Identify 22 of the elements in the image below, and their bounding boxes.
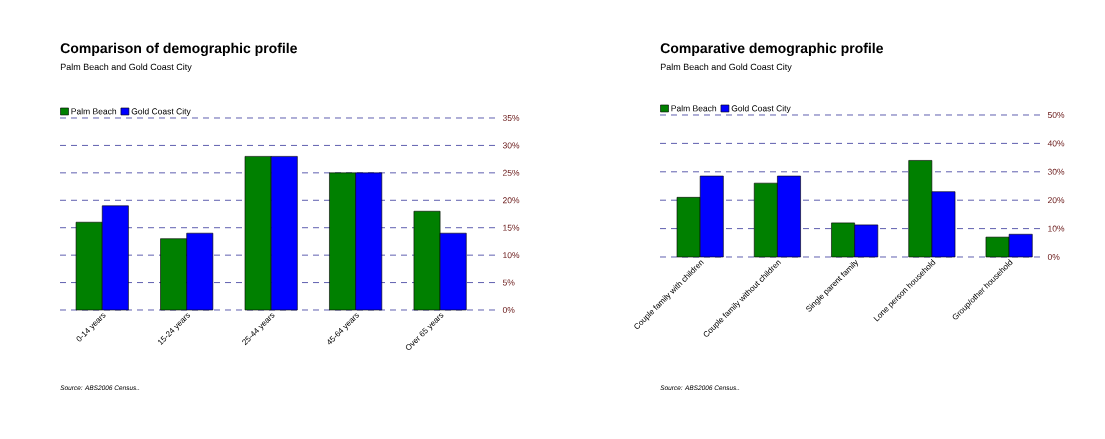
- legend-label: Gold Coast City: [131, 108, 191, 117]
- legend-label: Gold Coast City: [731, 105, 791, 114]
- y-tick-label: 20%: [502, 197, 520, 204]
- y-tick-label: 0%: [1047, 254, 1060, 260]
- y-tick-label: 25%: [502, 169, 520, 176]
- y-tick-label: 30%: [1047, 168, 1065, 175]
- y-tick-label: 15%: [503, 224, 520, 231]
- y-tick-label: 30%: [502, 142, 520, 149]
- legend-label: Palm Beach: [671, 105, 717, 112]
- y-tick-label: 5%: [502, 279, 515, 286]
- chart-subtitle: Palm Beach and Gold Coast City: [660, 63, 792, 72]
- y-tick-label: 10%: [1048, 225, 1065, 232]
- y-tick-label: 35%: [502, 115, 520, 121]
- legend-label: Palm Beach: [71, 108, 117, 115]
- y-tick-label: 50%: [1047, 112, 1065, 118]
- y-tick-label: 20%: [1047, 197, 1065, 204]
- chart-title: Comparative demographic profile: [660, 42, 883, 56]
- y-tick-label: 10%: [503, 252, 520, 259]
- y-tick-label: 0%: [502, 307, 515, 313]
- chart-title: Comparison of demographic profile: [60, 42, 297, 56]
- y-tick-label: 40%: [1047, 140, 1065, 147]
- chart-subtitle: Palm Beach and Gold Coast City: [60, 63, 192, 72]
